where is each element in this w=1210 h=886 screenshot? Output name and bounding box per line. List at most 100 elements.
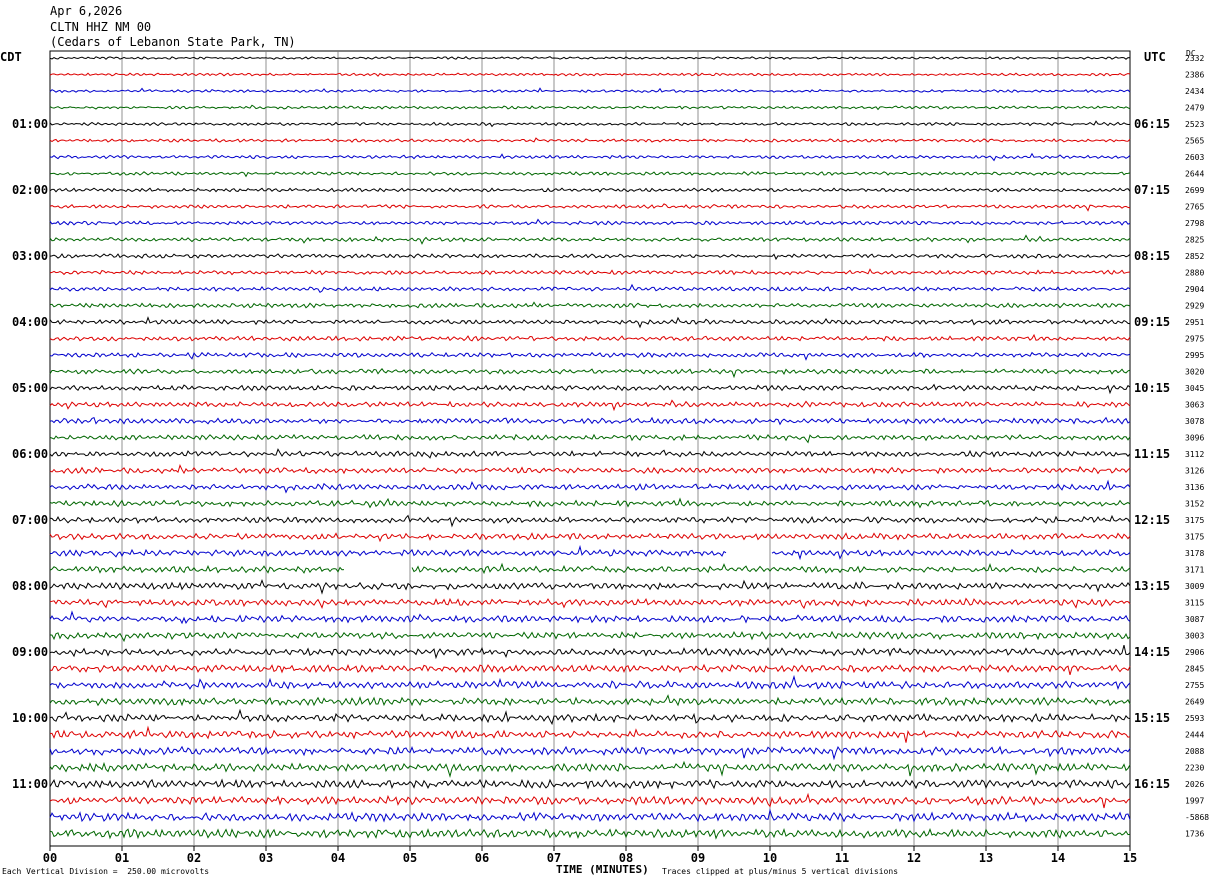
seismic-trace [49, 578, 1131, 595]
dc-offset-label: 2699 [1185, 186, 1204, 195]
clip-note: Traces clipped at plus/minus 5 vertical … [662, 867, 899, 876]
seismic-trace [49, 416, 1131, 426]
seismic-trace [49, 514, 1131, 528]
x-tick-label: 09 [691, 851, 705, 865]
dc-offset-label: 3171 [1185, 566, 1204, 575]
dc-offset-label: 2649 [1185, 698, 1204, 707]
dc-offset-label: 2332 [1185, 54, 1204, 63]
x-tick-label: 10 [763, 851, 777, 865]
dc-offset-label: 3078 [1185, 417, 1204, 426]
dc-offset-label: 3152 [1185, 500, 1204, 509]
left-hour-label: 04:00 [12, 315, 48, 329]
seismic-trace [49, 792, 1131, 809]
seismic-trace [49, 827, 1131, 840]
x-tick-label: 15 [1123, 851, 1137, 865]
seismic-trace [49, 448, 1131, 459]
dc-offset-label: 2825 [1185, 236, 1204, 245]
seismic-trace [49, 283, 1131, 294]
seismic-trace [49, 663, 1131, 676]
x-tick-label: 01 [115, 851, 129, 865]
seismic-trace [49, 333, 1131, 342]
right-hour-label: 11:15 [1134, 447, 1170, 461]
dc-offset-label: 2644 [1185, 170, 1204, 179]
seismic-trace [49, 778, 1131, 790]
left-hour-label: 05:00 [12, 381, 48, 395]
seismic-trace [49, 399, 1131, 412]
right-hour-label: 10:15 [1134, 381, 1170, 395]
seismic-trace [49, 463, 1131, 475]
x-tick-label: 00 [43, 851, 57, 865]
seismic-trace [49, 87, 1131, 94]
dc-offset-label: 2523 [1185, 120, 1204, 129]
x-tick-label: 14 [1051, 851, 1065, 865]
x-tick-label: 13 [979, 851, 993, 865]
dc-offset-label: 2026 [1185, 780, 1204, 789]
x-tick-label: 04 [331, 851, 345, 865]
dc-offset-label: 2434 [1185, 87, 1204, 96]
x-tick-label: 07 [547, 851, 561, 865]
left-hour-label: 01:00 [12, 117, 48, 131]
x-tick-label: 02 [187, 851, 201, 865]
dc-offset-label: 3003 [1185, 632, 1204, 641]
left-hour-label: 03:00 [12, 249, 48, 263]
dc-offset-label: 2444 [1185, 731, 1204, 740]
location-label: (Cedars of Lebanon State Park, TN) [50, 35, 296, 49]
seismic-trace [49, 479, 1131, 494]
seismic-trace [49, 171, 1131, 178]
scale-note-text: Each Vertical Division = 250.00 microvol… [2, 867, 210, 876]
plot-frame [49, 50, 1131, 847]
dc-offset-label: 2852 [1185, 252, 1204, 261]
dc-header-label: DC [1186, 49, 1196, 58]
dc-offset-label: 3126 [1185, 467, 1204, 476]
seismic-trace [50, 544, 1131, 561]
dc-offset-label: 2845 [1185, 665, 1204, 674]
dc-offset-label: 2593 [1185, 714, 1204, 723]
dc-offset-label: 2975 [1185, 335, 1204, 344]
seismic-trace [49, 597, 1131, 610]
seismic-trace [49, 104, 1131, 111]
dc-offset-label: 2906 [1185, 648, 1204, 657]
left-hour-label: 07:00 [12, 513, 48, 527]
seismic-trace [49, 745, 1131, 761]
x-axis-label: TIME (MINUTES) [556, 863, 649, 876]
seismic-trace [49, 694, 1131, 707]
seismic-trace [49, 187, 1131, 193]
station-label: CLTN HHZ NM 00 [50, 20, 152, 34]
seismic-trace [49, 497, 1131, 509]
seismic-trace [49, 708, 1131, 726]
dc-offset-label: 1736 [1185, 830, 1204, 839]
dc-offset-label: 2951 [1185, 318, 1204, 327]
seismic-trace [49, 630, 1131, 643]
dc-offset-label: 3136 [1185, 483, 1204, 492]
seismic-trace [49, 351, 1131, 361]
seismic-trace [49, 725, 1131, 743]
right-timezone-label: UTC [1144, 50, 1166, 64]
seismic-trace [49, 301, 1131, 309]
left-hour-label: 10:00 [12, 711, 48, 725]
seismic-trace [49, 253, 1131, 261]
seismic-trace [49, 56, 1131, 60]
seismic-trace [49, 368, 1131, 379]
dc-offset-label: 3115 [1185, 599, 1204, 608]
x-tick-label: 03 [259, 851, 273, 865]
dc-offset-label: 2479 [1185, 104, 1204, 113]
dc-offset-label: 2929 [1185, 302, 1204, 311]
x-tick-label: 12 [907, 851, 921, 865]
dc-offset-label: 2880 [1185, 269, 1204, 278]
left-hour-label: 09:00 [12, 645, 48, 659]
seismic-trace [49, 383, 1131, 395]
dc-offset-label: 3175 [1185, 516, 1204, 525]
right-hour-label: 12:15 [1134, 513, 1170, 527]
seismic-trace [49, 137, 1131, 143]
dc-offset-label: 2798 [1185, 219, 1204, 228]
dc-offset-label: 3175 [1185, 533, 1204, 542]
dc-offset-label: 2904 [1185, 285, 1204, 294]
x-tick-label: 05 [403, 851, 417, 865]
seismic-trace [49, 218, 1131, 226]
dc-offset-label: 3112 [1185, 450, 1204, 459]
dc-offset-label: -5868 [1185, 813, 1209, 822]
seismic-trace [49, 610, 1131, 625]
dc-offset-label: 2565 [1185, 137, 1204, 146]
dc-offset-label: 2603 [1185, 153, 1204, 162]
